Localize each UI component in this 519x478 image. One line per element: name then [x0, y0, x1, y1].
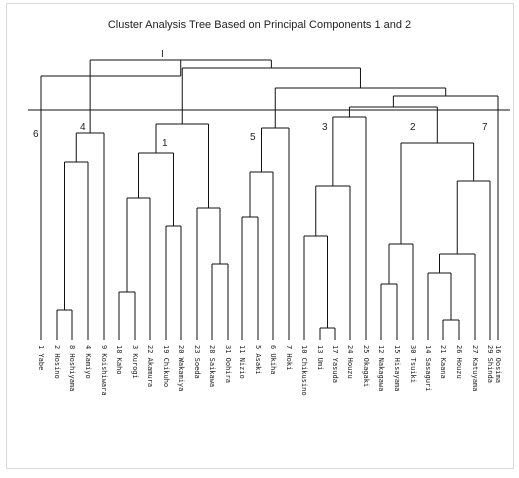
leaf-label: 14 Sasaguri [424, 345, 432, 391]
leaf-label: 17 Yasuda [331, 345, 339, 383]
cluster-label: 5 [250, 132, 256, 143]
leaf-label: 29 Shinda [486, 345, 494, 383]
leaf-label: 27 Katuyama [471, 345, 479, 391]
leaf-label: 20 Wakamiya [177, 345, 185, 391]
cluster-label: 4 [80, 122, 86, 133]
leaf-label: 18 Kaho [115, 345, 123, 375]
leaf-label: 23 Soeda [193, 345, 201, 379]
leaf-label: 21 Kaana [439, 345, 447, 379]
chart-title: Cluster Analysis Tree Based on Principal… [107, 19, 412, 31]
leaf-label: 3 Kurogi [131, 345, 139, 379]
leaf-label: 1 Yabe [37, 345, 45, 370]
leaf-label: 5 Asaki [254, 345, 262, 375]
leaf-label: 30 Tsuiki [409, 345, 417, 383]
leaf-label: 24 Houzu [346, 345, 354, 379]
leaf-label: 19 Chikuho [162, 345, 170, 387]
leaf-label: 6 Ukiha [269, 345, 277, 375]
leaf-label: 28 Saikawa [208, 345, 216, 387]
leaf-label: 2 Hosino [53, 345, 61, 379]
leaf-label: 25 Okagaki [362, 345, 370, 387]
top-cluster-label: I [161, 49, 164, 60]
cluster-label: 1 [162, 138, 168, 149]
leaf-label: 13 Umi [316, 345, 324, 370]
leaf-label: 31 Oohira [224, 345, 232, 383]
leaf-label: 7 Hoki [285, 345, 293, 370]
figure-frame [6, 3, 514, 469]
leaf-label: 22 Akamura [146, 345, 154, 387]
leaf-label: 10 Chikusino [300, 345, 308, 396]
leaf-label: 12 Nakagawa [377, 345, 385, 391]
leaf-label: 15 Hisayama [393, 345, 401, 391]
leaf-label: 4 Kamiyo [84, 345, 92, 379]
leaf-label: 26 Houzu [455, 345, 463, 379]
leaf-label: 8 Hoshiyama [68, 345, 76, 391]
leaf-label: 16 Oosima [494, 345, 502, 383]
cluster-label: 2 [410, 122, 416, 133]
cluster-label: 7 [482, 122, 488, 133]
leaf-label: 11 Nizio [238, 345, 246, 379]
leaf-label: 9 Koishiwara [100, 345, 108, 396]
cluster-label: 6 [33, 129, 39, 140]
cluster-label: 3 [322, 122, 328, 133]
